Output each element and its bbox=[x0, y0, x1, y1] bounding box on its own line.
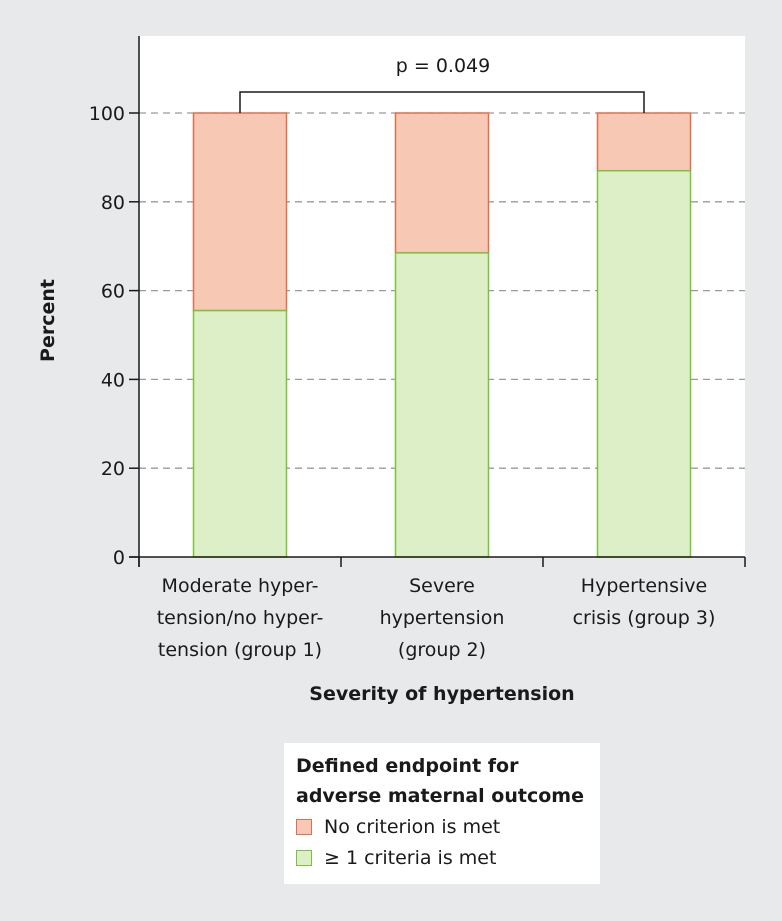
x-category-label-line: (group 2) bbox=[398, 639, 486, 661]
y-tick-label: 20 bbox=[101, 458, 125, 480]
x-category-label: Severe hypertension (group 2) bbox=[380, 575, 505, 661]
x-category-label-line: hypertension bbox=[380, 607, 505, 629]
bar-segment-met bbox=[596, 169, 692, 558]
bar-segment-not-met bbox=[394, 112, 490, 254]
y-tick-label: 80 bbox=[101, 192, 125, 214]
x-category-label-line: Hypertensive bbox=[581, 575, 707, 597]
legend-item-not-met: No criterion is met bbox=[296, 811, 588, 842]
x-category-label-line: crisis (group 3) bbox=[573, 607, 716, 629]
significance-bracket bbox=[239, 91, 645, 113]
y-tick-label: 100 bbox=[89, 103, 125, 125]
y-tick-label: 60 bbox=[101, 281, 125, 303]
x-axis-title: Severity of hypertension bbox=[309, 683, 574, 705]
y-tick-label: 0 bbox=[113, 547, 125, 569]
legend-swatch-not-met bbox=[296, 818, 312, 835]
legend-title: Defined endpoint for adverse maternal ou… bbox=[296, 755, 584, 807]
bar-segment-met bbox=[394, 252, 490, 558]
x-category-label: Hypertensive crisis (group 3) bbox=[573, 575, 716, 629]
legend-label-not-met: No criterion is met bbox=[324, 815, 501, 838]
p-value-annotation: p = 0.049 bbox=[396, 55, 490, 77]
y-axis-title: Percent bbox=[37, 279, 59, 362]
x-category-label-line: Severe bbox=[409, 575, 475, 597]
legend: Defined endpoint for adverse maternal ou… bbox=[284, 743, 600, 884]
x-category-label-line: tension/no hyper- bbox=[157, 607, 324, 629]
x-category-label-line: tension (group 1) bbox=[158, 639, 322, 661]
x-category-label-line: Moderate hyper- bbox=[162, 575, 319, 597]
bar-segment-met bbox=[192, 309, 288, 558]
legend-swatch-met bbox=[296, 849, 312, 866]
x-category-label: Moderate hyper-tension/no hyper-tension … bbox=[157, 575, 324, 661]
legend-item-met: ≥ 1 criteria is met bbox=[296, 842, 588, 873]
legend-label-met: ≥ 1 criteria is met bbox=[324, 846, 497, 869]
y-tick-label: 40 bbox=[101, 369, 125, 391]
bar-segment-not-met bbox=[596, 112, 692, 172]
bar-segment-not-met bbox=[192, 112, 288, 312]
